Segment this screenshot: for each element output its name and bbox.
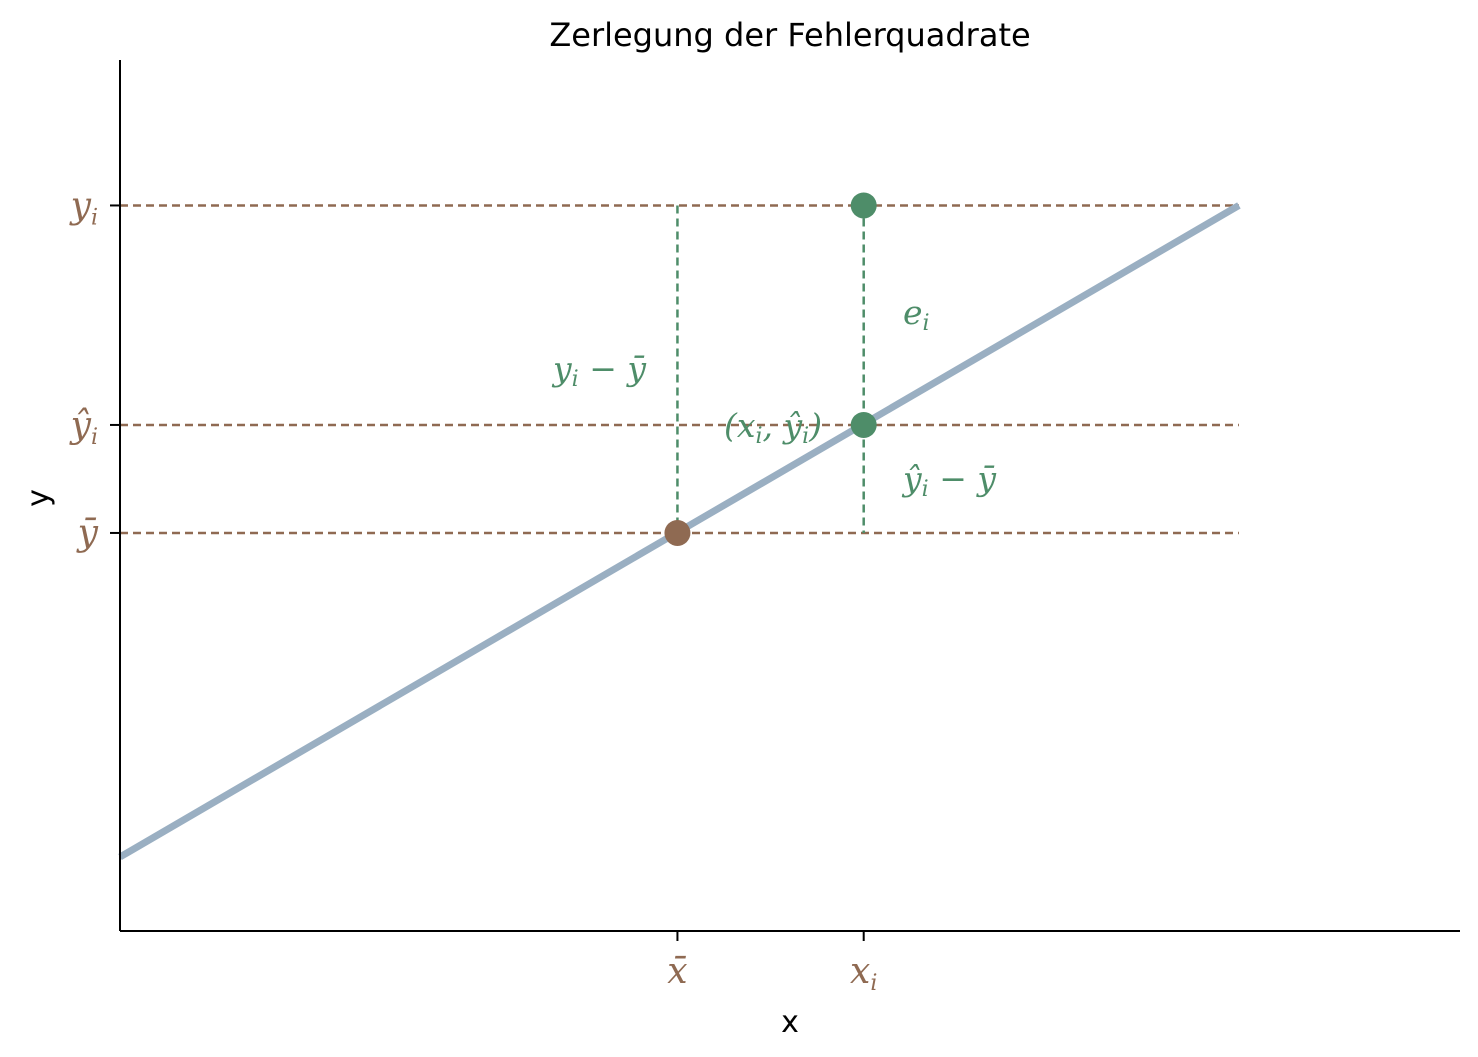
y-tick-label-0-sub: i xyxy=(91,205,98,230)
x-tick-label-1-sub: i xyxy=(870,971,877,996)
annotation-total-deviation: yi − ȳ xyxy=(551,349,646,392)
x-tick-label-1-base: x xyxy=(850,951,870,992)
annotation-explained-deviation: ŷi − ȳ xyxy=(901,459,996,502)
y-tick-label-2: ȳ xyxy=(76,513,99,554)
residual-e: e xyxy=(903,293,923,332)
explained-deviation-rest: − ȳ xyxy=(929,459,997,498)
annotations: yi − ȳ ei (xi, ŷi) ŷi − ȳ xyxy=(551,293,996,502)
point-fitted xyxy=(850,411,877,438)
annotation-residual: ei xyxy=(903,293,930,336)
y-tick-label-1-sub: i xyxy=(91,425,98,450)
y-axis-label: y xyxy=(21,489,56,507)
residual-sub: i xyxy=(923,311,930,336)
point-mean xyxy=(664,519,691,546)
total-deviation-rest: − ȳ xyxy=(579,349,647,388)
x-tick-label-0: x̄ xyxy=(667,951,687,992)
x-axis-label: x xyxy=(781,1005,799,1040)
fitted-point-sub-y: i xyxy=(802,424,809,449)
total-deviation-sub: i xyxy=(572,367,579,392)
y-tick-label-1: ŷi xyxy=(69,405,98,450)
total-deviation-y: y xyxy=(551,349,572,388)
x-tick-label-0-base: x̄ xyxy=(667,951,687,992)
fitted-point-sub-x: i xyxy=(756,424,763,449)
annotation-fitted-point: (xi, ŷi) xyxy=(724,406,822,449)
y-tick-label-1-base: ŷ xyxy=(69,405,92,446)
x-tick-label-1: xi xyxy=(850,951,877,996)
fitted-point-mid: , ŷ xyxy=(763,406,803,445)
chart-title: Zerlegung der Fehlerquadrate xyxy=(549,16,1030,54)
y-tick-label-2-base: ȳ xyxy=(76,513,99,554)
fitted-point-open: (x xyxy=(724,406,756,445)
plot-area xyxy=(118,192,1241,860)
y-tick-label-0: yi xyxy=(69,185,98,230)
explained-deviation-y: ŷ xyxy=(901,459,922,498)
y-tick-label-0-base: y xyxy=(69,185,92,226)
point-observed xyxy=(850,192,877,219)
explained-deviation-sub: i xyxy=(922,477,929,502)
fitted-point-close: ) xyxy=(808,406,822,445)
